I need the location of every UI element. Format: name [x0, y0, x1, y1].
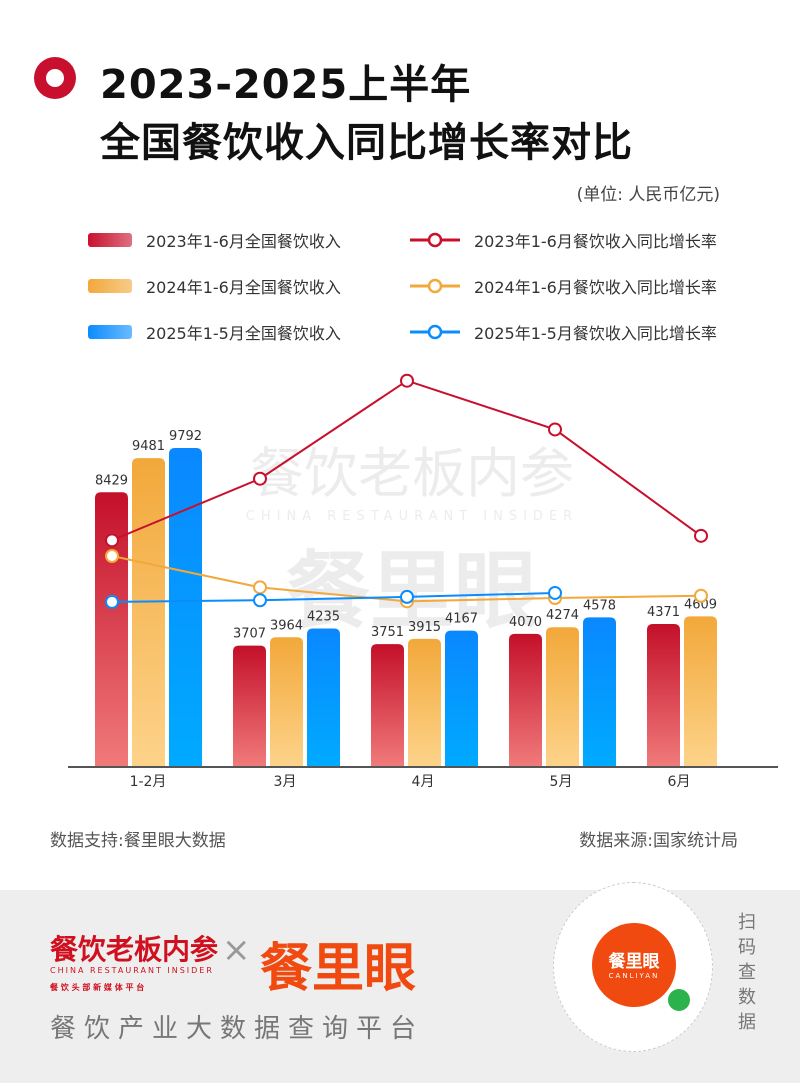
bar: [307, 628, 340, 766]
bar-value-label: 4371: [647, 605, 680, 620]
legend-line-marker: [410, 232, 460, 248]
bar: [132, 458, 165, 766]
mini-program-icon: [668, 989, 690, 1011]
bar-value-label: 4070: [509, 615, 542, 630]
x-tick-label: 3月: [274, 774, 297, 790]
watermark-en: CHINA RESTAURANT INSIDER: [246, 509, 578, 524]
legend-line-0: 2023年1-6月餐饮收入同比增长率: [410, 228, 717, 252]
legend-line-2: 2025年1-5月餐饮收入同比增长率: [410, 320, 717, 344]
growth-point: [548, 585, 562, 600]
x-tick-label: 1-2月: [130, 774, 167, 790]
scan-hint: 扫码查数据: [738, 912, 756, 1033]
times-sign: ×: [222, 930, 251, 970]
x-tick-label: 5月: [550, 774, 573, 790]
bar-value-label: 3915: [408, 620, 441, 635]
bar-value-label: 4578: [583, 598, 616, 613]
bar: [509, 633, 542, 766]
title-circle-icon: [34, 57, 76, 99]
bar-value-label: 3707: [233, 627, 266, 642]
qr-brand: 餐里眼: [608, 952, 660, 972]
legend-bar-swatch: [88, 279, 132, 293]
title-line-2: 全国餐饮收入同比增长率对比: [100, 120, 633, 166]
bar: [169, 448, 202, 766]
bar: [95, 492, 128, 766]
logo-cri-en: CHINA RESTAURANT INSIDER: [50, 966, 214, 975]
bar: [233, 645, 266, 766]
data-source: 数据来源:国家统计局: [579, 831, 738, 851]
x-tick-label: 6月: [668, 774, 691, 790]
bar: [371, 644, 404, 766]
watermark-brand: 餐里眼: [286, 542, 538, 640]
legend-label: 2025年1-5月餐饮收入同比增长率: [474, 324, 717, 343]
legend-bar-0: 2023年1-6月全国餐饮收入: [88, 228, 341, 252]
bar-value-label: 9792: [169, 429, 202, 444]
bar-value-label: 4274: [546, 608, 579, 623]
growth-point: [105, 533, 119, 548]
bar: [408, 638, 441, 766]
bar-value-label: 4609: [684, 597, 717, 612]
bar-value-label: 3751: [371, 625, 404, 640]
x-tick-label: 4月: [412, 774, 435, 790]
growth-point: [400, 373, 414, 388]
growth-point: [400, 589, 414, 604]
legend-label: 2024年1-6月餐饮收入同比增长率: [474, 278, 717, 297]
bar-value-label: 3964: [270, 618, 303, 633]
qr-code[interactable]: 餐里眼 CANLIYAN: [553, 882, 713, 1052]
logo-canliyan: 餐里眼: [260, 939, 417, 999]
logo-cri: 餐饮老板内参: [50, 933, 219, 966]
footer: 餐饮老板内参 CHINA RESTAURANT INSIDER 餐 饮 头 部 …: [0, 882, 800, 1083]
legend-bar-swatch: [88, 233, 132, 247]
bar: [270, 637, 303, 766]
legend-line-1: 2024年1-6月餐饮收入同比增长率: [410, 274, 717, 298]
bar: [647, 624, 680, 766]
legend-label: 2023年1-6月餐饮收入同比增长率: [474, 232, 717, 251]
bar-value-label: 9481: [132, 439, 165, 454]
watermark-cn: 餐饮老板内参: [250, 442, 574, 505]
growth-point: [253, 471, 267, 486]
legend-line-marker: [410, 278, 460, 294]
legend-line-marker: [410, 324, 460, 340]
legend-label: 2024年1-6月全国餐饮收入: [146, 278, 341, 297]
legend-bar-swatch: [88, 325, 132, 339]
data-support: 数据支持:餐里眼大数据: [50, 831, 226, 851]
bar: [445, 630, 478, 766]
growth-point: [253, 593, 267, 608]
watermark: 餐饮老板内参 CHINA RESTAURANT INSIDER 餐里眼: [246, 442, 578, 640]
slogan: 餐饮产业大数据查询平台: [50, 1014, 425, 1044]
bar-value-label: 8429: [95, 473, 128, 488]
logo-cri-sub: 餐 饮 头 部 新 媒 体 平 台: [50, 983, 145, 992]
title-line-1: 2023-2025上半年: [100, 62, 472, 108]
legend-bar-2: 2025年1-5月全国餐饮收入: [88, 320, 341, 344]
growth-line: [111, 591, 556, 603]
bar: [583, 617, 616, 766]
growth-point: [694, 588, 708, 603]
growth-point: [253, 580, 267, 595]
qr-brand-en: CANLIYAN: [608, 972, 660, 980]
unit-label: (单位: 人民币亿元): [576, 185, 720, 205]
growth-point: [105, 594, 119, 609]
chart: 餐饮老板内参 CHINA RESTAURANT INSIDER 餐里眼 8429…: [68, 373, 778, 790]
growth-point: [548, 422, 562, 437]
bar-value-label: 4167: [445, 612, 478, 627]
bar: [546, 627, 579, 766]
bar-value-label: 4235: [307, 609, 340, 624]
bar: [684, 616, 717, 766]
growth-point: [105, 549, 119, 563]
qr-center-logo: 餐里眼 CANLIYAN: [592, 923, 676, 1007]
growth-point: [694, 528, 708, 543]
legend-label: 2023年1-6月全国餐饮收入: [146, 232, 341, 251]
legend-label: 2025年1-5月全国餐饮收入: [146, 324, 341, 343]
legend-bar-1: 2024年1-6月全国餐饮收入: [88, 274, 341, 298]
